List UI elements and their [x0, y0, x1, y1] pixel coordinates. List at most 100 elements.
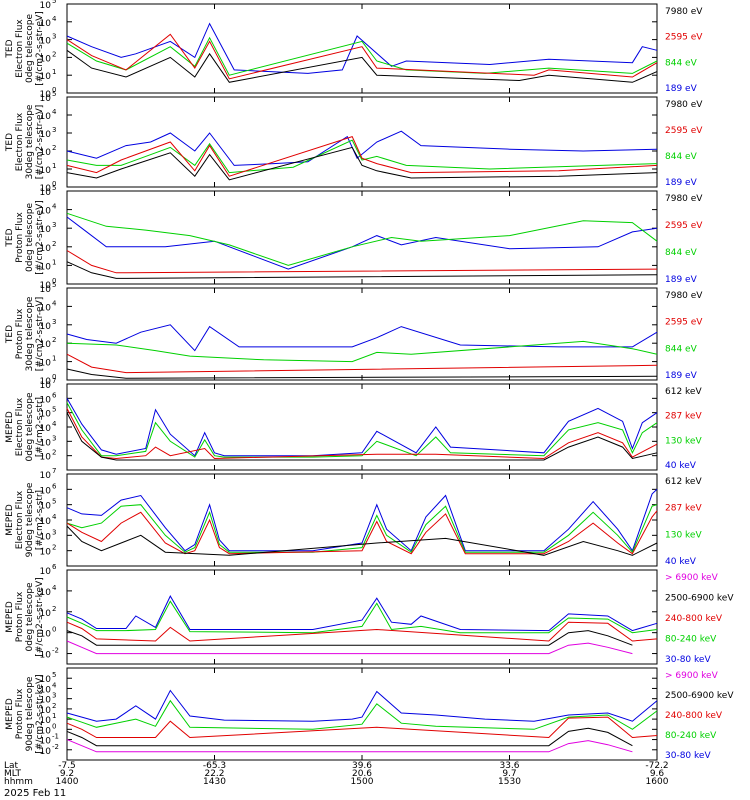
y-tick-exponent: 6 — [52, 482, 57, 490]
y-axis-label: Electron Flux — [15, 397, 25, 456]
y-tick-label: 10 — [40, 630, 52, 640]
y-tick-label: 10 — [40, 72, 52, 82]
y-tick-label: 10 — [40, 567, 52, 577]
y-axis-label: [#/cm2-s-str-keV] — [35, 674, 45, 753]
y-tick-exponent: 0 — [52, 722, 56, 730]
x-axis-value-mlt: 9.7 — [502, 769, 516, 779]
y-tick-label: 10 — [40, 424, 52, 434]
y-tick-label: 10 — [40, 706, 52, 716]
y-tick-label: 10 — [40, 262, 52, 272]
y-axis-label: [#/cm2-s-str-eV] — [35, 297, 45, 372]
panel-frame — [66, 383, 658, 471]
y-tick-label: 10 — [40, 486, 52, 496]
legend-entry: 2595 eV — [665, 126, 703, 136]
row-label: Lat — [4, 761, 19, 771]
y-tick-exponent: 4 — [52, 513, 57, 521]
series-line — [66, 22, 658, 74]
y-axis-label: Proton Flux — [15, 591, 25, 642]
y-axis-label: 90deg telescope — [25, 482, 35, 557]
legend-entry: 844 eV — [665, 248, 698, 258]
series-line — [66, 368, 658, 379]
y-tick-label: 10 — [40, 726, 52, 736]
legend-entry: 844 eV — [665, 58, 698, 68]
y-tick-exponent: 6 — [52, 563, 57, 571]
x-axis-value-mlt: 9.2 — [60, 769, 74, 779]
x-axis-value-hhmm: 1600 — [646, 777, 669, 787]
legend-entry: 189 eV — [665, 178, 698, 188]
y-tick-label: 10 — [40, 19, 52, 29]
x-axis-value-mlt: 20.6 — [352, 769, 372, 779]
y-tick-label: 10 — [40, 281, 52, 291]
y-tick-label: 10 — [40, 303, 52, 313]
x-axis-value-lat: -65.3 — [203, 761, 226, 771]
legend-entry: 189 eV — [665, 275, 698, 285]
legend-entry: 80-240 keV — [665, 731, 717, 741]
legend-entry: 7980 eV — [665, 100, 703, 110]
y-tick-exponent: 0 — [52, 277, 56, 285]
legend-entry: 844 eV — [665, 344, 698, 354]
y-axis-label: [#/cm2-s-str-keV] — [35, 577, 45, 656]
legend-entry: 189 eV — [665, 84, 698, 94]
y-tick-label: 10 — [40, 94, 52, 104]
y-tick-label: 10 — [40, 90, 52, 100]
y-tick-exponent: 5 — [52, 281, 56, 289]
y-tick-exponent: 1 — [52, 258, 56, 266]
legend-entry: 2595 eV — [665, 221, 703, 231]
panel-frame — [66, 473, 658, 567]
legend-entry: 612 keV — [665, 477, 702, 487]
y-axis-label: MEPED — [5, 411, 15, 443]
series-line — [66, 33, 658, 80]
series-line — [66, 340, 658, 363]
y-tick-exponent: 0 — [52, 86, 56, 94]
y-axis-label: 0deg telescope — [25, 582, 35, 652]
panel-frame — [66, 96, 658, 188]
y-tick-exponent: 2 — [52, 336, 56, 344]
row-label: MLT — [4, 769, 22, 779]
y-tick-label: 10 — [40, 410, 52, 420]
series-line — [66, 135, 658, 177]
series-line — [66, 250, 658, 274]
y-tick-label: 10 — [40, 696, 52, 706]
legend-entry: 2500-6900 keV — [665, 594, 734, 604]
legend-entry: 30-80 keV — [665, 751, 711, 761]
legend-entry: 7980 eV — [665, 194, 703, 204]
y-tick-exponent: 0 — [52, 373, 56, 381]
series-line — [66, 261, 658, 279]
y-axis-label: 30deg telescope — [25, 296, 35, 371]
series-line — [66, 408, 658, 460]
y-tick-exponent: 3 — [52, 33, 56, 41]
y-tick-exponent: 4 — [52, 108, 57, 116]
y-tick-exponent: 2 — [52, 605, 56, 613]
y-axis-label: Proton Flux — [15, 212, 25, 263]
y-tick-exponent: 3 — [52, 318, 56, 326]
series-line — [66, 488, 658, 552]
x-axis-value-lat: -7.5 — [58, 761, 76, 771]
x-axis-value-hhmm: 1530 — [498, 777, 521, 787]
x-axis-value-lat: 39.6 — [352, 761, 372, 771]
series-line — [66, 130, 658, 166]
legend-entry: 2500-6900 keV — [665, 691, 734, 701]
legend-entry: 40 keV — [665, 557, 697, 567]
y-tick-exponent: 1 — [52, 68, 56, 76]
y-tick-label: 10 — [40, 438, 52, 448]
series-line — [66, 525, 658, 556]
panel-frame — [66, 569, 658, 665]
legend-entry: 2595 eV — [665, 318, 703, 328]
y-axis-label: MEPED — [5, 601, 15, 633]
y-tick-exponent: 7 — [52, 377, 56, 385]
legend-entry: 80-240 keV — [665, 635, 717, 645]
y-tick-exponent: 4 — [52, 681, 57, 689]
legend-entry: 612 keV — [665, 387, 702, 397]
series-line — [66, 600, 658, 634]
x-axis-value-hhmm: 1400 — [56, 777, 79, 787]
y-tick-label: 10 — [40, 737, 52, 747]
y-tick-exponent: -2 — [52, 743, 59, 751]
series-line — [66, 49, 658, 83]
y-tick-label: 10 — [40, 532, 52, 542]
series-line — [66, 353, 658, 374]
